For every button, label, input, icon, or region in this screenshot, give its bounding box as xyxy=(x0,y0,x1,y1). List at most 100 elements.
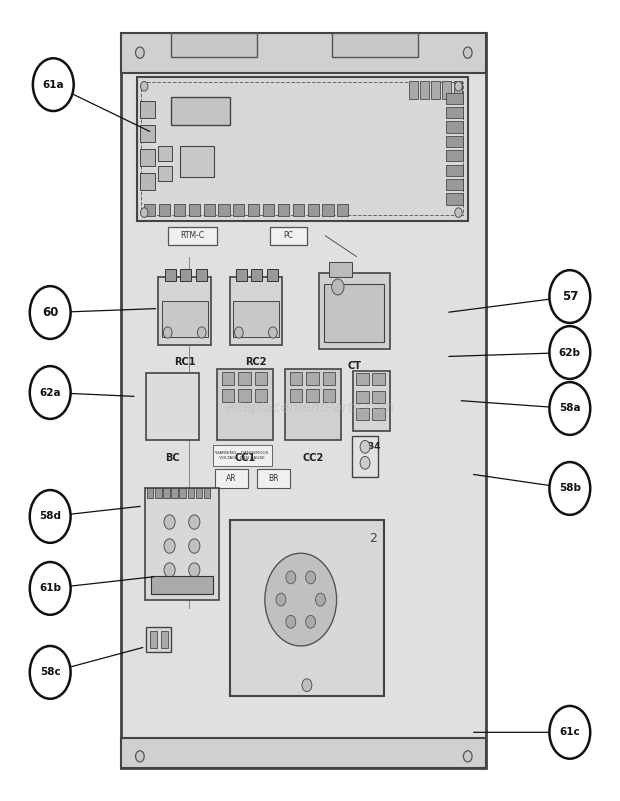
Circle shape xyxy=(164,539,175,553)
Circle shape xyxy=(306,615,316,628)
Bar xyxy=(332,33,419,57)
Text: BC: BC xyxy=(165,453,180,463)
Bar xyxy=(446,122,463,133)
Bar xyxy=(140,172,156,190)
Circle shape xyxy=(463,751,472,762)
Bar xyxy=(140,125,156,143)
Bar xyxy=(180,268,191,280)
Bar xyxy=(238,389,250,402)
Bar xyxy=(420,82,429,99)
Bar xyxy=(140,101,156,119)
Bar xyxy=(236,268,247,280)
Bar xyxy=(151,577,213,594)
Circle shape xyxy=(454,82,462,91)
Bar xyxy=(156,489,162,498)
Bar xyxy=(267,268,278,280)
Bar xyxy=(145,489,219,601)
Circle shape xyxy=(30,562,71,615)
Bar xyxy=(221,389,234,402)
Bar xyxy=(229,521,384,696)
Bar xyxy=(251,268,262,280)
Bar xyxy=(148,489,154,498)
Bar xyxy=(217,368,273,441)
Circle shape xyxy=(268,327,277,338)
Circle shape xyxy=(30,366,71,419)
Circle shape xyxy=(549,706,590,759)
Bar xyxy=(171,97,229,125)
Bar xyxy=(213,445,272,466)
Bar xyxy=(159,167,172,180)
Bar xyxy=(353,371,391,431)
Bar xyxy=(290,372,302,384)
Bar xyxy=(141,83,463,215)
Bar xyxy=(146,627,171,652)
Bar xyxy=(188,203,200,215)
Text: TB4: TB4 xyxy=(362,442,382,451)
Bar xyxy=(180,147,214,176)
Text: CC1: CC1 xyxy=(234,453,255,463)
Bar xyxy=(352,436,378,477)
Bar xyxy=(164,489,170,498)
Bar xyxy=(337,203,348,215)
Bar xyxy=(146,372,198,441)
Circle shape xyxy=(276,594,286,606)
Bar xyxy=(306,389,319,402)
Bar xyxy=(159,147,172,161)
Bar xyxy=(446,151,463,162)
Bar xyxy=(161,631,169,648)
Bar xyxy=(195,489,202,498)
Bar xyxy=(285,368,341,441)
Circle shape xyxy=(33,58,74,111)
Circle shape xyxy=(234,327,243,338)
Circle shape xyxy=(286,615,296,628)
Bar xyxy=(322,203,334,215)
Bar xyxy=(324,284,384,342)
Circle shape xyxy=(141,207,148,217)
Bar xyxy=(122,738,486,768)
Bar xyxy=(232,300,279,336)
Circle shape xyxy=(188,515,200,529)
Bar xyxy=(373,391,385,403)
Bar xyxy=(432,82,440,99)
Text: 61a: 61a xyxy=(42,79,64,90)
Bar xyxy=(290,389,302,402)
Text: 62b: 62b xyxy=(559,348,581,357)
Text: 58b: 58b xyxy=(559,484,581,493)
Text: 58c: 58c xyxy=(40,667,61,678)
Circle shape xyxy=(136,751,144,762)
Text: RC1: RC1 xyxy=(174,357,195,368)
Bar xyxy=(159,276,211,344)
Bar xyxy=(122,33,486,73)
Bar xyxy=(446,93,463,104)
Bar xyxy=(329,262,352,276)
Bar xyxy=(137,77,467,220)
Bar xyxy=(221,372,234,384)
Bar xyxy=(263,203,274,215)
Bar xyxy=(255,389,267,402)
Bar xyxy=(446,179,463,190)
Circle shape xyxy=(360,441,370,453)
Bar xyxy=(453,82,462,99)
Bar xyxy=(215,469,247,489)
Bar xyxy=(187,489,193,498)
Circle shape xyxy=(136,47,144,58)
Circle shape xyxy=(549,382,590,435)
Bar xyxy=(443,82,451,99)
Bar xyxy=(238,372,250,384)
Circle shape xyxy=(164,515,175,529)
Text: 57: 57 xyxy=(562,290,578,303)
Bar xyxy=(323,389,335,402)
Bar xyxy=(229,276,282,344)
Bar xyxy=(270,227,307,244)
Circle shape xyxy=(188,563,200,578)
Circle shape xyxy=(463,47,472,58)
Bar xyxy=(159,203,170,215)
Circle shape xyxy=(332,279,344,295)
Text: CT: CT xyxy=(348,361,362,372)
Bar xyxy=(195,268,206,280)
Circle shape xyxy=(30,286,71,339)
Text: 62a: 62a xyxy=(40,388,61,397)
Bar xyxy=(140,149,156,167)
Text: 58a: 58a xyxy=(559,404,580,413)
Bar xyxy=(308,203,319,215)
